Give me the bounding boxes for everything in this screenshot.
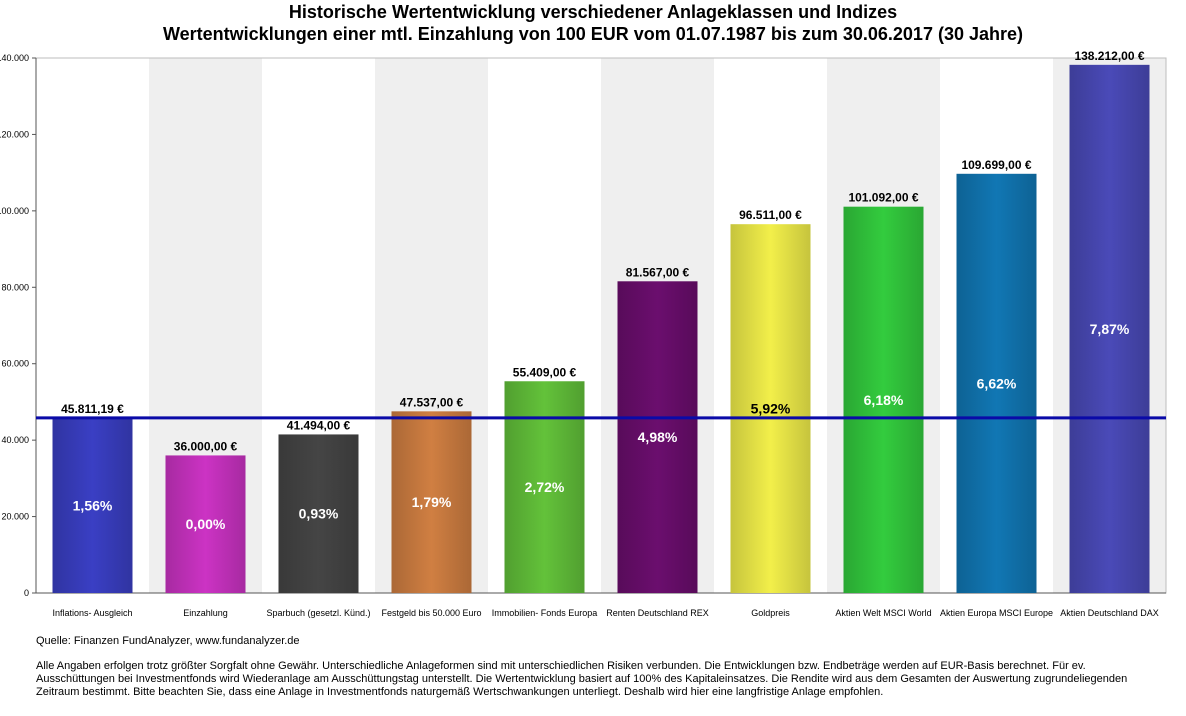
return-label: 7,87% <box>1090 321 1130 337</box>
data-label: 36.000,00 € <box>174 439 238 453</box>
return-label: 2,72% <box>525 479 565 495</box>
bar <box>1069 64 1150 594</box>
y-tick-label: 40.000 <box>1 435 29 445</box>
data-label: 41.494,00 € <box>287 418 351 432</box>
bar <box>617 281 698 593</box>
y-tick-label: 60.000 <box>1 359 29 369</box>
x-tick-label: Immobilien- Fonds Europa <box>492 608 598 618</box>
x-tick-label: Einzahlung <box>183 608 228 618</box>
data-label: 81.567,00 € <box>626 265 690 279</box>
data-label: 109.699,00 € <box>961 158 1031 172</box>
data-label: 101.092,00 € <box>848 191 918 205</box>
disclaimer-text: Alle Angaben erfolgen trotz größter Sorg… <box>36 660 1128 698</box>
x-axis-labels: Inflations- Ausgleich Einzahlung Sparbuch … <box>52 608 1158 618</box>
bar <box>165 455 246 593</box>
source-note: Quelle: Finanzen FundAnalyzer, www.funda… <box>36 635 300 647</box>
bar <box>956 173 1037 594</box>
data-label: 96.511,00 € <box>739 208 802 222</box>
bar <box>278 434 359 593</box>
bar <box>730 224 811 593</box>
y-tick-label: 20.000 <box>1 512 29 522</box>
chart-subtitle: Wertentwicklungen einer mtl. Einzahlung … <box>163 24 1023 44</box>
x-tick-label: Aktien Welt MSCI World <box>835 608 931 618</box>
return-label: 5,92% <box>751 401 791 417</box>
data-label: 47.537,00 € <box>400 395 464 409</box>
x-tick-label: Aktien Europa MSCI Europe <box>940 608 1053 618</box>
labels: 45.811,19 € 1,56% 36.000,00 € 0,00% 41.494,0… <box>61 49 1145 532</box>
return-label: 1,79% <box>412 494 452 510</box>
chart-title: Historische Wertentwicklung verschiedene… <box>288 2 898 22</box>
y-tick-label: 140.000 <box>0 53 29 63</box>
return-label: 0,00% <box>186 516 226 532</box>
bar <box>391 411 472 593</box>
bar <box>843 206 924 593</box>
data-label: 45.811,19 € <box>61 402 124 416</box>
x-tick-label: Aktien Deutschland DAX <box>1060 608 1159 618</box>
y-tick-label: 0 <box>24 588 29 598</box>
return-label: 6,18% <box>864 392 904 408</box>
x-tick-label: Inflations- Ausgleich <box>52 608 132 618</box>
y-tick-label: 80.000 <box>1 282 29 292</box>
y-tick-label: 100.000 <box>0 206 29 216</box>
data-label: 55.409,00 € <box>513 365 577 379</box>
x-tick-label: Festgeld bis 50.000 Euro <box>381 608 481 618</box>
return-label: 4,98% <box>638 429 678 445</box>
x-tick-label: Sparbuch (gesetzl. Künd.) <box>266 608 370 618</box>
x-tick-label: Goldpreis <box>751 608 790 618</box>
data-label: 138.212,00 € <box>1074 49 1144 63</box>
x-tick-label: Renten Deutschland REX <box>606 608 709 618</box>
return-label: 1,56% <box>73 497 113 513</box>
bar <box>52 417 133 593</box>
bars <box>52 64 1150 594</box>
return-label: 6,62% <box>977 375 1017 391</box>
y-tick-label: 120.000 <box>0 129 29 139</box>
return-label: 0,93% <box>299 506 339 522</box>
